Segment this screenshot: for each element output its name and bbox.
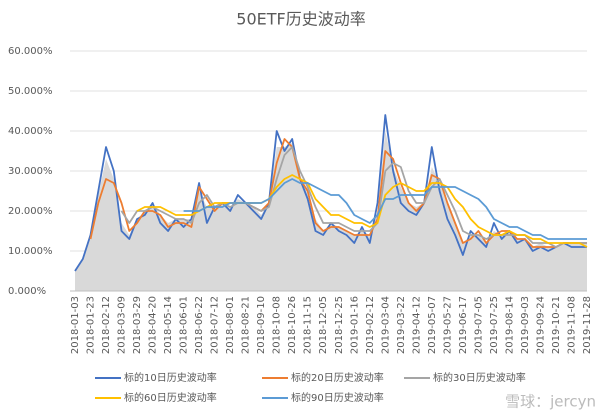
- x-tick-label: 2018-10-26: [287, 296, 298, 354]
- x-tick-label: 2019-03-22: [396, 296, 407, 354]
- area: [75, 131, 587, 291]
- x-tick-label: 2019-09-03: [520, 296, 531, 354]
- x-tick-label: 2018-12-05: [318, 296, 329, 354]
- x-tick-label: 2018-01-23: [86, 296, 97, 354]
- x-tick-label: 2019-07-25: [489, 296, 500, 354]
- x-tick-label: 2019-05-07: [427, 296, 438, 354]
- line: [89, 138, 587, 248]
- x-tick-label: 2018-11-15: [303, 296, 314, 354]
- legend-label: 标的60日历史波动率: [124, 391, 217, 404]
- y-tick-label: 60.000%: [8, 46, 53, 57]
- x-tick-label: 2019-02-12: [365, 296, 376, 354]
- x-tick-label: 2018-02-12: [101, 296, 112, 354]
- x-tick-label: 2018-06-01: [179, 296, 190, 354]
- x-tick-label: 2019-11-28: [582, 296, 593, 354]
- x-tick-label: 2018-12-25: [334, 296, 345, 354]
- x-tick-label: 2019-09-24: [535, 296, 546, 354]
- y-tick-label: 10.000%: [8, 246, 53, 257]
- x-tick-label: 2019-05-27: [442, 296, 453, 354]
- x-tick-label: 2019-01-16: [349, 296, 360, 354]
- x-tick-label: 2019-03-04: [380, 296, 391, 354]
- x-tick-label: 2019-11-08: [566, 296, 577, 354]
- legend-label: 标的90日历史波动率: [291, 391, 384, 404]
- x-tick-label: 2018-03-09: [117, 296, 128, 354]
- x-tick-label: 2019-06-17: [458, 296, 469, 354]
- y-tick-label: 50.000%: [8, 86, 53, 97]
- watermark: 雪球：jercyn: [505, 393, 596, 411]
- x-tick-label: 2018-06-22: [194, 296, 205, 354]
- chart-title: 50ETF历史波动率: [236, 10, 365, 29]
- line: [136, 174, 588, 248]
- x-tick-label: 2018-05-14: [163, 296, 174, 354]
- x-tick-label: 2019-04-12: [411, 296, 422, 354]
- x-tick-label: 2018-03-29: [132, 296, 143, 354]
- x-tick-label: 2019-07-05: [473, 296, 484, 354]
- x-tick-label: 2019-10-21: [551, 296, 562, 354]
- x-tick-label: 2019-08-14: [504, 296, 515, 354]
- x-tick-label: 2018-08-21: [241, 296, 252, 354]
- legend-label: 标的10日历史波动率: [124, 371, 217, 384]
- x-tick-label: 2018-04-20: [148, 296, 159, 354]
- legend-label: 标的20日历史波动率: [291, 371, 384, 384]
- x-tick-label: 2018-09-10: [256, 296, 267, 354]
- x-tick-label: 2018-01-03: [70, 296, 81, 354]
- x-tick-label: 2018-08-01: [225, 296, 236, 354]
- line: [120, 146, 587, 248]
- line: [183, 178, 587, 240]
- x-tick-label: 2018-07-12: [210, 296, 221, 354]
- y-tick-label: 40.000%: [8, 126, 53, 137]
- y-tick-label: 20.000%: [8, 206, 53, 217]
- legend-label: 标的30日历史波动率: [433, 371, 526, 384]
- y-tick-label: 0.000%: [8, 286, 46, 297]
- x-tick-label: 2018-10-08: [272, 296, 283, 354]
- y-tick-label: 30.000%: [8, 166, 53, 177]
